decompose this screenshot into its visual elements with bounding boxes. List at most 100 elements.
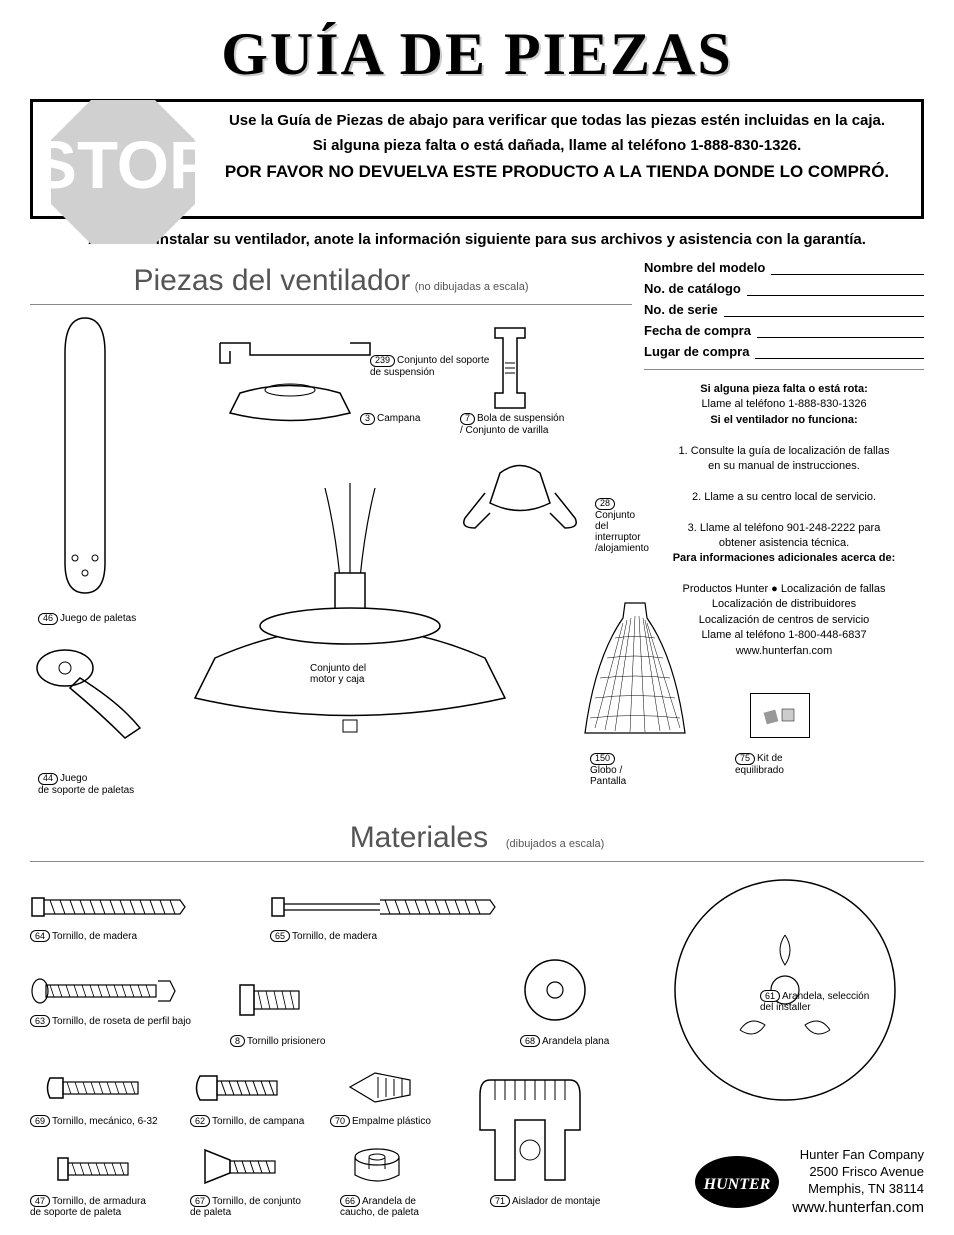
part-number: 239 bbox=[370, 355, 395, 367]
form-label: No. de serie bbox=[644, 302, 718, 317]
rubber-washer-icon bbox=[350, 1145, 405, 1190]
material-label: 47Tornillo, de armadurade soporte de pal… bbox=[30, 1195, 146, 1218]
part-name: Tornillo, mecánico, 6-32 bbox=[52, 1116, 158, 1127]
material-label: 62Tornillo, de campana bbox=[190, 1115, 304, 1127]
header-warning: POR FAVOR NO DEVUELVA ESTE PRODUCTO A LA… bbox=[203, 162, 911, 182]
part-name: Conjunto delmotor y caja bbox=[310, 663, 366, 685]
part-number: 64 bbox=[30, 930, 50, 942]
part-label: 3Campana bbox=[360, 413, 420, 425]
help-notwork-title: Si el ventilador no funciona: bbox=[644, 413, 924, 428]
part-name: Campana bbox=[377, 413, 420, 424]
form-blank-line bbox=[771, 261, 924, 275]
materials-subtitle: (dibujados a escala) bbox=[506, 838, 604, 850]
material-label: 8Tornillo prisionero bbox=[230, 1035, 325, 1047]
material-label: 68Arandela plana bbox=[520, 1035, 609, 1047]
motor-housing-icon bbox=[185, 468, 515, 738]
form-row: No. de catálogo bbox=[644, 281, 924, 296]
form-label: No. de catálogo bbox=[644, 281, 741, 296]
part-number: 44 bbox=[38, 773, 58, 785]
help-step3b: obtener asistencia técnica. bbox=[644, 536, 924, 551]
fan-parts-title: Piezas del ventilador bbox=[133, 264, 410, 297]
part-number: 46 bbox=[38, 613, 58, 625]
part-number: 61 bbox=[760, 990, 780, 1002]
part-name: Tornillo, de madera bbox=[292, 931, 377, 942]
part-number: 62 bbox=[190, 1115, 210, 1127]
part-name: Tornillo prisionero bbox=[247, 1036, 325, 1047]
help-step1b: en su manual de instrucciones. bbox=[644, 459, 924, 474]
part-label: 75Kit de equilibrado bbox=[735, 753, 784, 776]
part-label: 44Juegode soporte de paletas bbox=[38, 773, 134, 796]
divider bbox=[644, 369, 924, 370]
material-label: 71Aislador de montaje bbox=[490, 1195, 600, 1207]
form-row: Lugar de compra bbox=[644, 344, 924, 359]
part-label: 46Juego de paletas bbox=[38, 613, 136, 625]
part-number: 68 bbox=[520, 1035, 540, 1047]
flat-washer-icon bbox=[520, 955, 590, 1025]
part-name: Globo / Pantalla bbox=[590, 765, 626, 787]
material-label: 67Tornillo, de conjuntode paleta bbox=[190, 1195, 301, 1218]
balance-kit-icon bbox=[750, 693, 810, 738]
part-name: Tornillo, de madera bbox=[52, 931, 137, 942]
part-number: 66 bbox=[340, 1195, 360, 1207]
materials-header: Materiales (dibujados a escala) bbox=[30, 821, 924, 855]
part-name: Tornillo, de campana bbox=[212, 1116, 304, 1127]
part-number: 8 bbox=[230, 1035, 245, 1047]
form-blank-line bbox=[747, 282, 924, 296]
stop-sign-icon: STOP bbox=[43, 92, 203, 252]
blade-assembly-screw-icon bbox=[200, 1145, 280, 1190]
part-name: Empalme plástico bbox=[352, 1116, 431, 1127]
help-step1: 1. Consulte la guía de localización de f… bbox=[644, 444, 924, 459]
material-label: 64Tornillo, de madera bbox=[30, 930, 137, 942]
part-number: 70 bbox=[330, 1115, 350, 1127]
form-row: No. de serie bbox=[644, 302, 924, 317]
downrod-icon bbox=[485, 323, 535, 413]
materials-title: Materiales bbox=[350, 821, 488, 854]
part-number: 75 bbox=[735, 753, 755, 765]
part-label: 7Bola de suspensión/ Conjunto de varilla bbox=[460, 413, 564, 436]
part-number: 28 bbox=[595, 498, 615, 510]
wood-screw-long-icon bbox=[270, 890, 500, 925]
part-number: 69 bbox=[30, 1115, 50, 1127]
form-blank-line bbox=[755, 345, 924, 359]
part-label: Conjunto delmotor y caja bbox=[310, 663, 366, 685]
wood-screw-icon bbox=[30, 890, 190, 925]
form-blank-line bbox=[724, 303, 924, 317]
form-label: Nombre del modelo bbox=[644, 260, 765, 275]
material-label: 70Empalme plástico bbox=[330, 1115, 431, 1127]
canopy-icon bbox=[220, 378, 360, 433]
part-label: 150Globo / Pantalla bbox=[590, 753, 632, 787]
header-box: STOP Use la Guía de Piezas de abajo para… bbox=[30, 99, 924, 219]
form-label: Lugar de compra bbox=[644, 344, 749, 359]
blade-icon bbox=[50, 313, 120, 603]
part-number: 71 bbox=[490, 1195, 510, 1207]
header-instruction-1: Use la Guía de Piezas de abajo para veri… bbox=[203, 112, 911, 129]
part-number: 47 bbox=[30, 1195, 50, 1207]
material-label: 66Arandela decaucho, de paleta bbox=[340, 1195, 419, 1218]
part-number: 3 bbox=[360, 413, 375, 425]
footer-url: www.hunterfan.com bbox=[792, 1198, 924, 1218]
part-number: 7 bbox=[460, 413, 475, 425]
part-name: Aislador de montaje bbox=[512, 1196, 600, 1207]
part-name: Conjunto delinterruptor/alojamiento bbox=[595, 510, 649, 554]
help-missing-phone: Llame al teléfono 1-888-830-1326 bbox=[644, 397, 924, 412]
footer-addr2: Memphis, TN 38114 bbox=[792, 1181, 924, 1198]
mounting-isolator-icon bbox=[460, 1050, 600, 1190]
help-step3: 3. Llame al teléfono 901-248-2222 para bbox=[644, 521, 924, 536]
part-name: Juego de paletas bbox=[60, 613, 136, 624]
part-label: 28Conjunto delinterruptor/alojamiento bbox=[595, 498, 649, 554]
hanger-bracket-icon bbox=[210, 333, 380, 373]
warranty-form: Nombre del modelo No. de catálogo No. de s… bbox=[644, 260, 924, 359]
part-label: 239Conjunto del soportede suspensión bbox=[370, 355, 489, 378]
help-step2: 2. Llame a su centro local de servicio. bbox=[644, 490, 924, 505]
material-label: 61Arandela, seleccióndel installer bbox=[760, 990, 869, 1013]
footer: HUNTER Hunter Fan Company 2500 Frisco Av… bbox=[692, 1147, 924, 1217]
form-row: Nombre del modelo bbox=[644, 260, 924, 275]
machine-screw-icon bbox=[45, 1070, 145, 1110]
svg-text:HUNTER: HUNTER bbox=[703, 1176, 771, 1193]
footer-address: Hunter Fan Company 2500 Frisco Avenue Me… bbox=[792, 1147, 924, 1217]
divider bbox=[30, 304, 632, 305]
main-content-row: Piezas del ventilador (no dibujadas a es… bbox=[30, 260, 924, 813]
bracket-screw-icon bbox=[55, 1150, 135, 1190]
blade-bracket-icon bbox=[30, 633, 170, 753]
help-missing-title: Si alguna pieza falta o está rota: bbox=[644, 382, 924, 397]
